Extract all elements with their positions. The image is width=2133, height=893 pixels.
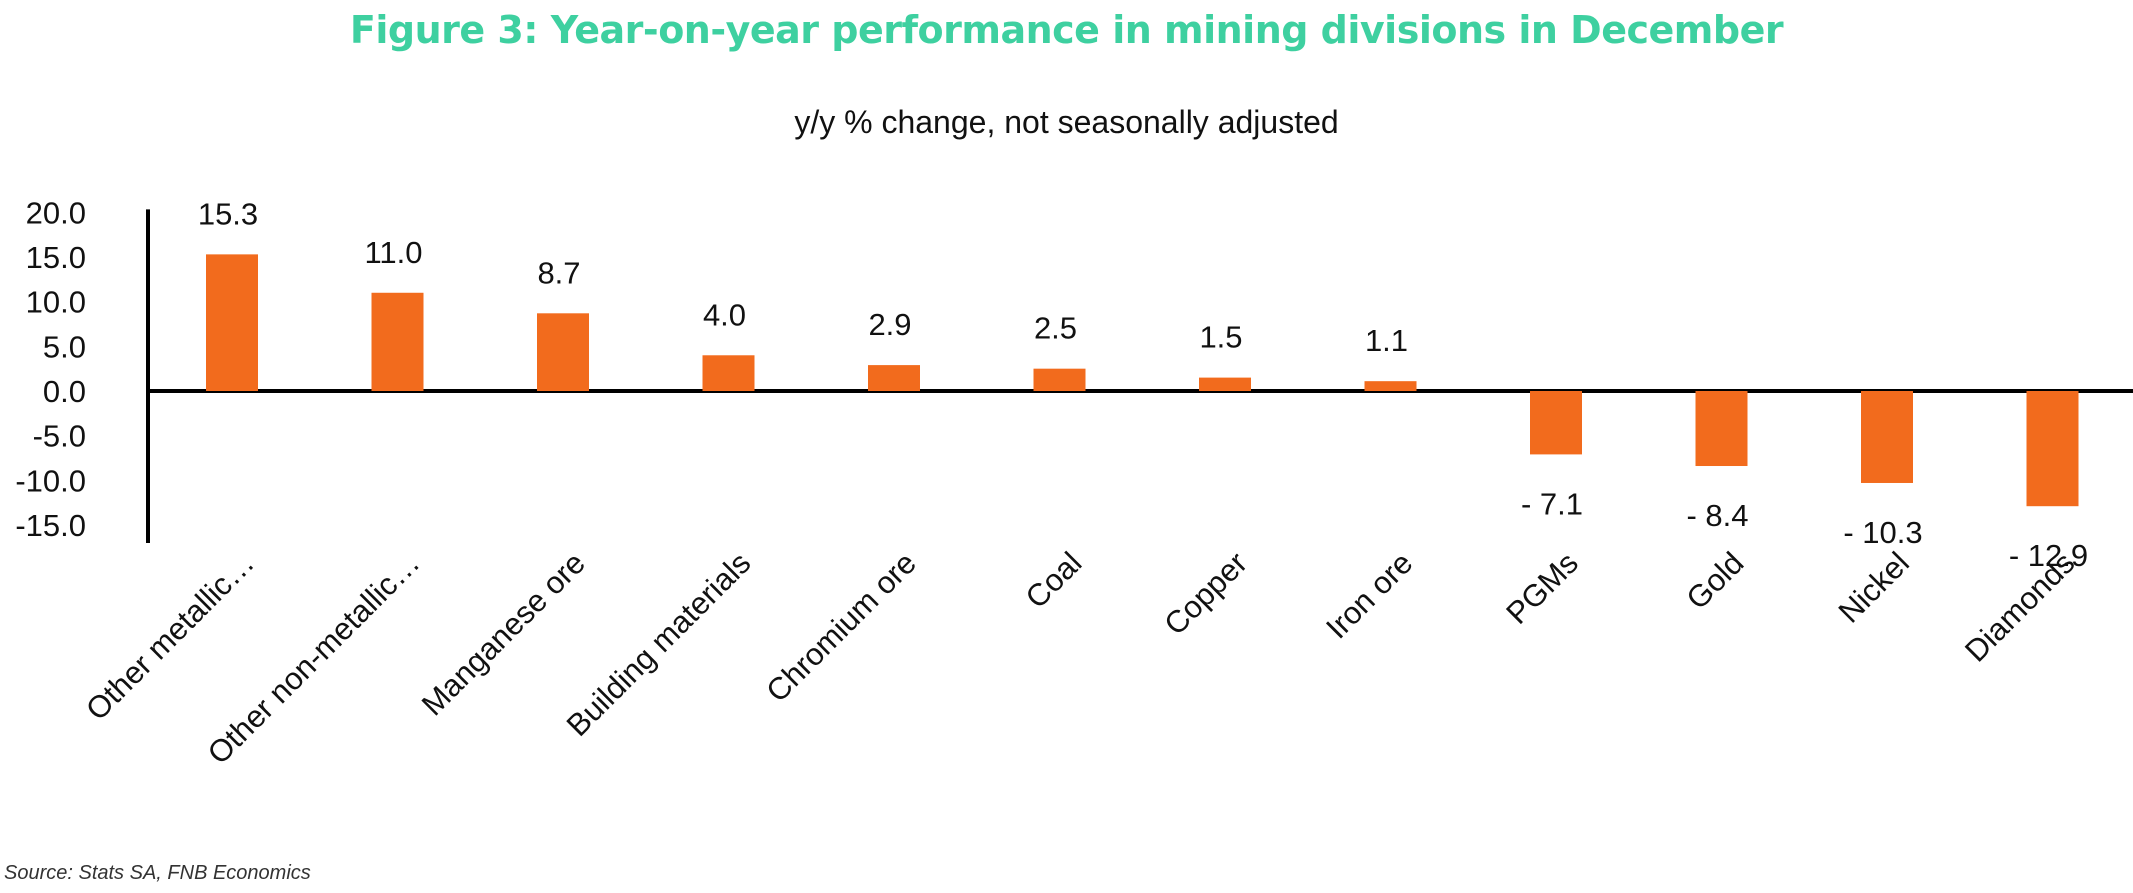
data-label: 15.3: [198, 196, 258, 231]
data-label: - 10.3: [1843, 515, 1922, 550]
y-tick-label: -15.0: [15, 508, 86, 543]
y-tick-label: -5.0: [33, 419, 86, 454]
y-tick-label: -10.0: [15, 463, 86, 498]
data-label: 4.0: [703, 297, 746, 332]
y-tick-label: 10.0: [26, 285, 86, 320]
data-label: 1.5: [1199, 320, 1242, 355]
chart-title: Figure 3: Year-on-year performance in mi…: [349, 8, 1784, 52]
category-label: PGMs: [1499, 545, 1585, 631]
y-tick-label: 5.0: [43, 329, 86, 364]
bar: [371, 292, 424, 391]
category-label: Chromium ore: [759, 545, 923, 709]
category-label: Coal: [1019, 545, 1089, 615]
chart-subtitle: y/y % change, not seasonally adjusted: [794, 104, 1339, 140]
bar: [868, 365, 920, 391]
bar: [537, 313, 589, 391]
source-note: Source: Stats SA, FNB Economics: [4, 862, 311, 884]
category-label: Iron ore: [1319, 545, 1419, 645]
bar: [1861, 391, 1913, 483]
y-tick-label: 0.0: [43, 374, 86, 409]
bar: [206, 254, 258, 391]
bar: [1695, 391, 1748, 467]
data-label: - 7.1: [1521, 486, 1583, 521]
category-label: Copper: [1157, 545, 1254, 642]
bar: [1530, 391, 1582, 455]
y-tick-label: 20.0: [26, 195, 86, 230]
data-label: 11.0: [364, 235, 422, 270]
category-label: Other metallic…: [79, 545, 261, 727]
data-label: 1.1: [1365, 323, 1408, 358]
data-label: 8.7: [537, 255, 580, 290]
data-label: 2.9: [868, 307, 911, 342]
category-label: Manganese ore: [415, 545, 592, 722]
category-label: Gold: [1679, 545, 1750, 616]
data-label: 2.5: [1034, 311, 1077, 346]
bar: [1033, 368, 1086, 391]
bar: [702, 355, 755, 391]
y-tick-label: 15.0: [26, 240, 86, 275]
data-label: - 8.4: [1686, 498, 1748, 533]
data-label: - 12.9: [2009, 538, 2088, 573]
bar: [2026, 391, 2079, 507]
category-label: Building materials: [560, 545, 758, 743]
category-label: Nickel: [1832, 545, 1916, 629]
bar: [1364, 381, 1417, 391]
bar: [1199, 377, 1251, 391]
